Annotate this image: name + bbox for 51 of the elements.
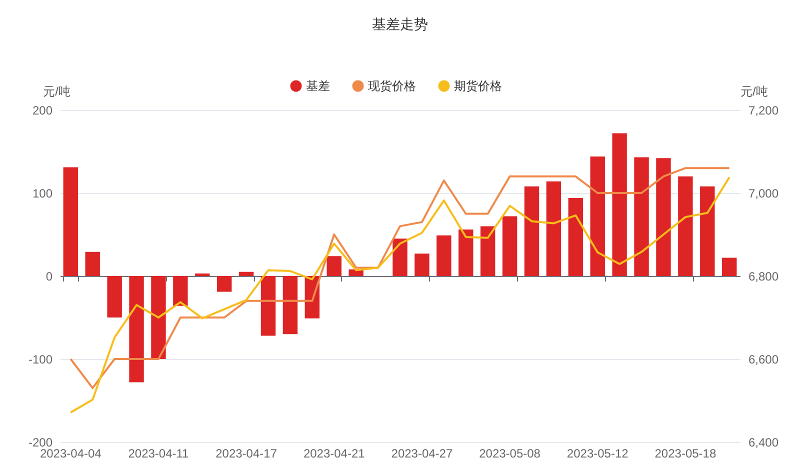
bar [151,276,166,359]
bar [612,133,627,276]
x-tick-label: 2023-04-04 [40,446,102,460]
legend-label: 现货价格 [368,79,416,93]
x-tick-label: 2023-04-11 [128,446,190,460]
x-tick-label: 2023-05-12 [566,446,629,460]
legend-label: 期货价格 [454,79,502,93]
bar [480,226,496,276]
bar [326,256,342,276]
bar [722,258,737,276]
bar [107,276,122,318]
bar [634,157,649,276]
legend-label: 基差 [306,79,330,93]
y-tick-label: 200 [32,104,53,118]
y2-tick-label: 7,200 [748,104,779,118]
y2-tick-label: 6,600 [748,352,779,366]
chart-title: 基差走势 [372,16,428,32]
x-tick-label: 2023-04-27 [391,446,453,460]
x-tick-label: 2023-04-21 [303,446,366,460]
x-tick-label: 2023-05-18 [654,446,716,460]
bar [392,238,408,276]
bar [678,176,693,276]
bar [590,156,605,276]
bar [458,230,474,276]
bar [656,158,671,276]
bar [524,186,540,276]
bar [282,276,298,334]
y2-tick-label: 6,800 [748,270,779,284]
y2-tick-label: 6,400 [748,436,779,450]
bar [216,276,232,292]
y2-axis-title: 元/吨 [740,84,768,98]
x-tick-label: 2023-05-08 [479,446,541,460]
bar [436,235,452,276]
y-axis-title: 元/吨 [43,84,70,98]
bar [63,167,78,276]
bar [85,252,100,276]
x-tick-label: 2023-04-17 [216,446,278,460]
bar [568,198,584,276]
bar [546,181,562,276]
y-tick-label: -200 [28,436,53,450]
y-tick-label: 0 [46,270,53,284]
bar [700,186,715,276]
bar [173,276,188,306]
bar [502,216,518,276]
bar [129,276,144,382]
bar [260,276,276,336]
y-tick-label: 100 [32,186,53,200]
bar [414,254,430,276]
y2-tick-label: 7,000 [748,186,779,200]
y-tick-label: -100 [28,352,53,366]
bar [238,272,254,276]
